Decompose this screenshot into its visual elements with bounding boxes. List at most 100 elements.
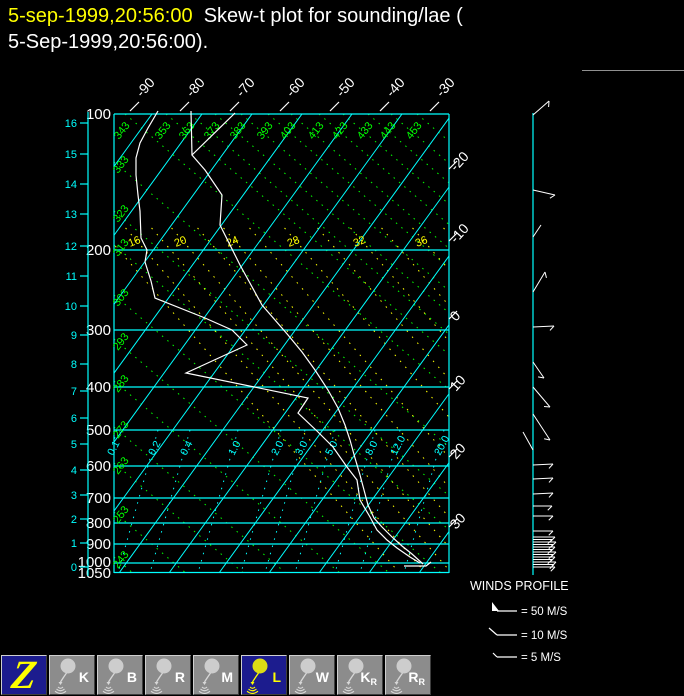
winds-profile-title: WINDS PROFILE	[470, 579, 569, 593]
toolbar-button-k-r[interactable]: KR	[337, 655, 383, 695]
temp-label-top: -60	[282, 74, 308, 100]
wind-barb	[532, 413, 551, 441]
wind-barb	[532, 189, 556, 196]
theta-label-top: 433	[355, 120, 376, 142]
wind-barb-tick	[548, 463, 554, 469]
pressure-label: 600	[86, 458, 111, 475]
height-label: 6	[71, 413, 77, 425]
toolbar-button-r[interactable]: R	[145, 655, 191, 695]
legend-label: = 5 M/S	[521, 652, 561, 664]
toolbar-button-label: M	[221, 669, 233, 685]
theta-label-top: 373	[202, 120, 223, 142]
wind-barb-tick	[548, 515, 554, 521]
height-label: 11	[66, 271, 77, 283]
height-label: 3	[71, 490, 77, 502]
sounding-trace-stub	[190, 110, 193, 156]
legend-half-barb-icon	[492, 652, 498, 658]
wind-barb	[522, 431, 534, 451]
isotherm-line	[114, 114, 253, 306]
temp-tick-top	[229, 101, 240, 112]
wind-barb-tick	[549, 194, 556, 199]
moist-adiabat-line	[350, 227, 449, 342]
wind-barb	[532, 100, 550, 116]
moist-adiabat-label: 20	[173, 234, 189, 250]
plot-title: 5-sep-1999,20:56:00 Skew-t plot for soun…	[8, 3, 668, 55]
temp-tick-top	[379, 101, 390, 112]
height-label: 14	[65, 179, 77, 191]
moist-adiabat-line	[381, 227, 449, 307]
theta-label-top: 353	[153, 120, 174, 142]
toolbar-button-label: L	[272, 669, 281, 685]
moist-adiabat-label: 36	[414, 234, 430, 250]
toolbar-button-r-r[interactable]: RR	[385, 655, 431, 695]
pressure-label: 1050	[78, 565, 111, 582]
radiosonde-balloon-icon	[198, 658, 220, 694]
pressure-label: 200	[86, 242, 111, 259]
theta-label-top: 453	[404, 120, 425, 142]
dry-adiabat-line	[124, 114, 449, 390]
dry-adiabat-line	[240, 114, 449, 292]
toolbar-button-w[interactable]: W	[289, 655, 335, 695]
temp-tick-right	[448, 380, 458, 390]
height-label: 12	[65, 241, 77, 253]
mixing-ratio-label: 0.1	[105, 439, 123, 458]
isotherm-line	[218, 255, 449, 573]
title-timestamp: 5-sep-1999,20:56:00	[8, 5, 193, 27]
isotherm-line	[268, 324, 449, 573]
isotherm-line	[114, 114, 303, 374]
wind-barb-tick	[550, 566, 556, 572]
toolbar-button-label: R	[174, 669, 185, 685]
wind-barb	[532, 386, 551, 408]
temp-tick-top	[329, 101, 340, 112]
temp-label-top: -50	[332, 74, 358, 100]
height-label: 7	[71, 386, 77, 398]
wind-barb-tick	[538, 376, 545, 379]
temp-tick-right	[448, 232, 458, 242]
isotherm-line	[519, 114, 684, 573]
moist-adiabat-label: 28	[286, 234, 302, 250]
toolbar-button-sublabel: R	[370, 677, 378, 687]
theta-label-top: 423	[330, 120, 351, 142]
temp-label-top: -30	[432, 74, 458, 100]
wind-barb	[532, 463, 554, 466]
toolbar-button-k[interactable]: K	[49, 655, 95, 695]
moist-adiabat-line	[475, 228, 684, 573]
dry-adiabat-line	[189, 114, 449, 335]
sounding-trace-right	[191, 112, 424, 565]
dry-adiabat-line	[318, 114, 449, 225]
isotherm-line	[469, 114, 684, 573]
dry-adiabat-line	[165, 114, 449, 355]
toolbar-button-zeb-logo[interactable]: Z	[1, 652, 47, 696]
wind-barb-tick	[547, 505, 553, 511]
temp-label-top: -90	[132, 74, 158, 100]
toolbar-button-b[interactable]: B	[97, 655, 143, 695]
theta-label-top: 343	[112, 120, 133, 142]
theta-label-top: 393	[255, 120, 276, 142]
wind-barb-tick	[549, 325, 555, 331]
isotherm-line	[619, 114, 684, 573]
toolbar-button-label: W	[315, 669, 329, 685]
radiosonde-balloon-icon	[150, 658, 172, 694]
surface-marker	[404, 561, 432, 567]
moist-adiabat-line	[223, 227, 449, 489]
height-label: 13	[65, 209, 77, 221]
wind-barb-tick	[544, 438, 551, 441]
moist-adiabat-line	[443, 227, 449, 236]
window-edge-line	[582, 70, 684, 71]
mixing-ratio-label: 0.2	[146, 439, 164, 458]
temp-label-top: -40	[382, 74, 408, 100]
temp-tick-top	[279, 101, 290, 112]
toolbar-button-l[interactable]: L	[241, 655, 287, 695]
toolbar-button-m[interactable]: M	[193, 655, 239, 695]
temp-label-right: 30	[446, 510, 468, 532]
legend-label: = 50 M/S	[521, 606, 568, 618]
wind-barb-tick	[548, 477, 554, 483]
temp-label-top: -80	[182, 74, 208, 100]
theta-label-top: 363	[177, 120, 198, 142]
isotherm-line	[318, 392, 449, 573]
toolbar-button-label: K	[78, 669, 89, 685]
legend-label: = 10 M/S	[521, 630, 568, 642]
height-label: 16	[65, 118, 77, 130]
wind-barb-tick	[548, 530, 554, 536]
radiosonde-balloon-icon	[294, 658, 316, 694]
